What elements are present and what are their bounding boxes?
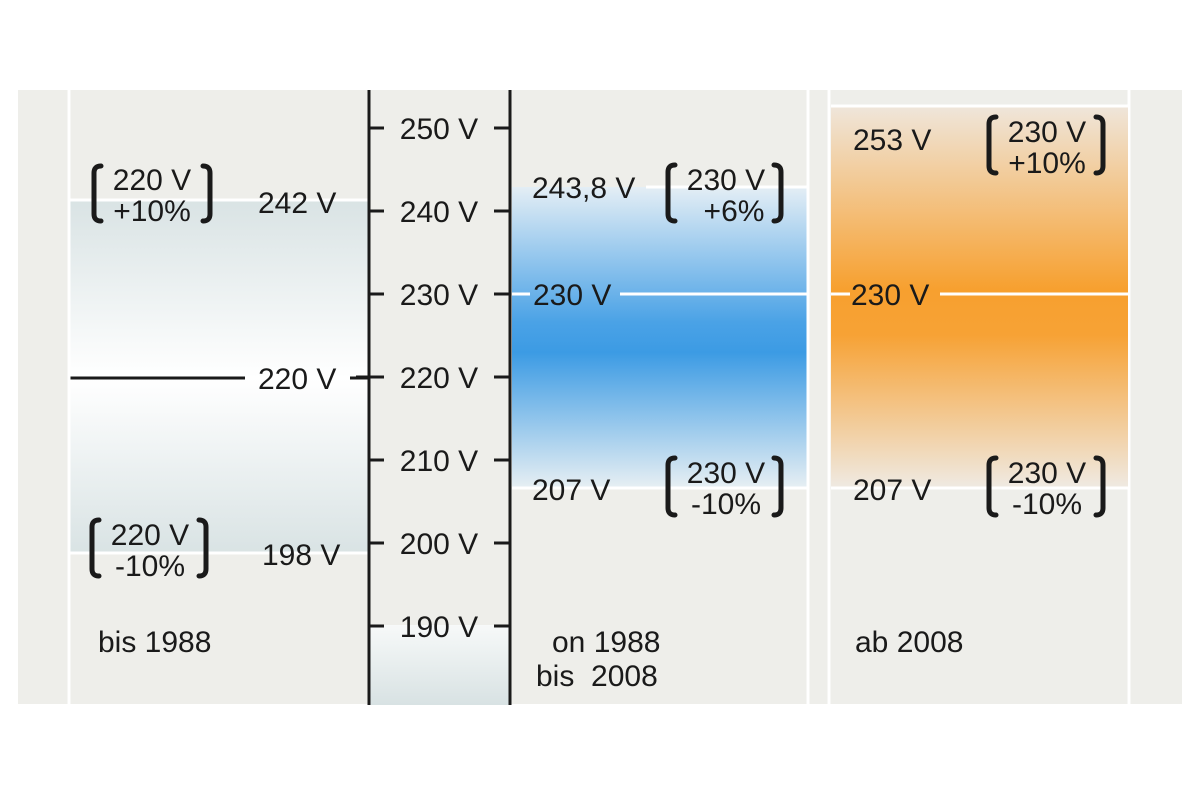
period-3-upper-bracket: 230 V +10%: [986, 114, 1106, 180]
period-3-upper-bracket-line2: +10%: [1008, 147, 1086, 180]
scale-tick-label-230: 230 V: [400, 279, 478, 312]
period-1-lower-bracket-line1: 220 V: [111, 519, 189, 552]
scale-tick-label-200: 200 V: [400, 528, 478, 561]
scale-tick-230: 230 V: [369, 279, 510, 312]
scale-tick-240: 240 V: [369, 196, 510, 229]
period-2-lower-value-label: 207 V: [532, 474, 610, 507]
period-2-upper-bracket-line1: 230 V: [687, 164, 765, 197]
scale-tick-label-210: 210 V: [400, 445, 478, 478]
period-3-upper-bracket-line1: 230 V: [1008, 116, 1086, 149]
scale-tick-label-240: 240 V: [400, 196, 478, 229]
scale-tick-190: 190 V: [369, 611, 510, 644]
period-1-lower-value-label: 198 V: [262, 539, 340, 572]
period-2-lower-bracket-line1: 230 V: [687, 457, 765, 490]
period-2-lower-bracket-line2: -10%: [691, 488, 761, 521]
period-2-caption-line2: bis 2008: [536, 660, 658, 693]
period-1-upper-tolerance-band: [70, 200, 368, 378]
voltage-scale: 250 V 240 V 230 V 220 V 210 V 200 V: [356, 90, 512, 705]
scale-tick-210: 210 V: [369, 445, 510, 478]
period-2-upper-bracket-line2: +6%: [704, 195, 765, 228]
scale-bottom-shade: [370, 625, 510, 705]
period-1-column: 220 V 242 V 198 V 220 V +10% 220 V -10% …: [70, 163, 370, 659]
period-3-caption: ab 2008: [855, 626, 963, 659]
period-2-caption-line1: on 1988: [552, 626, 660, 659]
period-3-lower-value-label: 207 V: [853, 474, 931, 507]
scale-tick-label-220: 220 V: [400, 362, 478, 395]
period-1-upper-bracket-line2: +10%: [113, 195, 191, 228]
period-3-tolerance-band: [831, 106, 1128, 488]
period-3-upper-value-label: 253 V: [853, 124, 931, 157]
period-3-nominal-label: 230 V: [851, 279, 929, 312]
period-2-tolerance-band: [512, 187, 807, 488]
scale-tick-label-250: 250 V: [400, 113, 478, 146]
period-1-lower-bracket: 220 V -10%: [89, 517, 209, 583]
period-1-lower-bracket-line2: -10%: [115, 550, 185, 583]
scale-tick-220: 220 V: [356, 362, 510, 395]
scale-tick-250: 250 V: [369, 113, 510, 146]
period-1-upper-value-label: 242 V: [258, 187, 336, 220]
period-2-upper-value-label: 243,8 V: [532, 172, 635, 205]
period-2-column: 243,8 V 230 V 207 V 230 V +6% 230 V -10%…: [512, 162, 807, 693]
period-1-upper-bracket-line1: 220 V: [113, 164, 191, 197]
period-1-lower-tolerance-band: [70, 378, 368, 553]
period-2-lower-bracket: 230 V -10%: [665, 455, 784, 521]
period-2-upper-bracket: 230 V +6%: [665, 162, 784, 228]
period-3-lower-bracket: 230 V -10%: [986, 455, 1106, 521]
period-2-nominal-label: 230 V: [533, 279, 611, 312]
period-1-nominal-label: 220 V: [258, 363, 336, 396]
period-3-lower-bracket-line2: -10%: [1012, 488, 1082, 521]
period-1-upper-bracket: 220 V +10%: [91, 163, 213, 228]
period-3-lower-bracket-line1: 230 V: [1008, 457, 1086, 490]
scale-tick-label-190: 190 V: [400, 611, 478, 644]
period-1-caption: bis 1988: [98, 626, 211, 659]
scale-tick-200: 200 V: [369, 528, 510, 561]
period-3-column: 253 V 230 V 207 V 230 V +10% 230 V -10% …: [831, 104, 1128, 659]
